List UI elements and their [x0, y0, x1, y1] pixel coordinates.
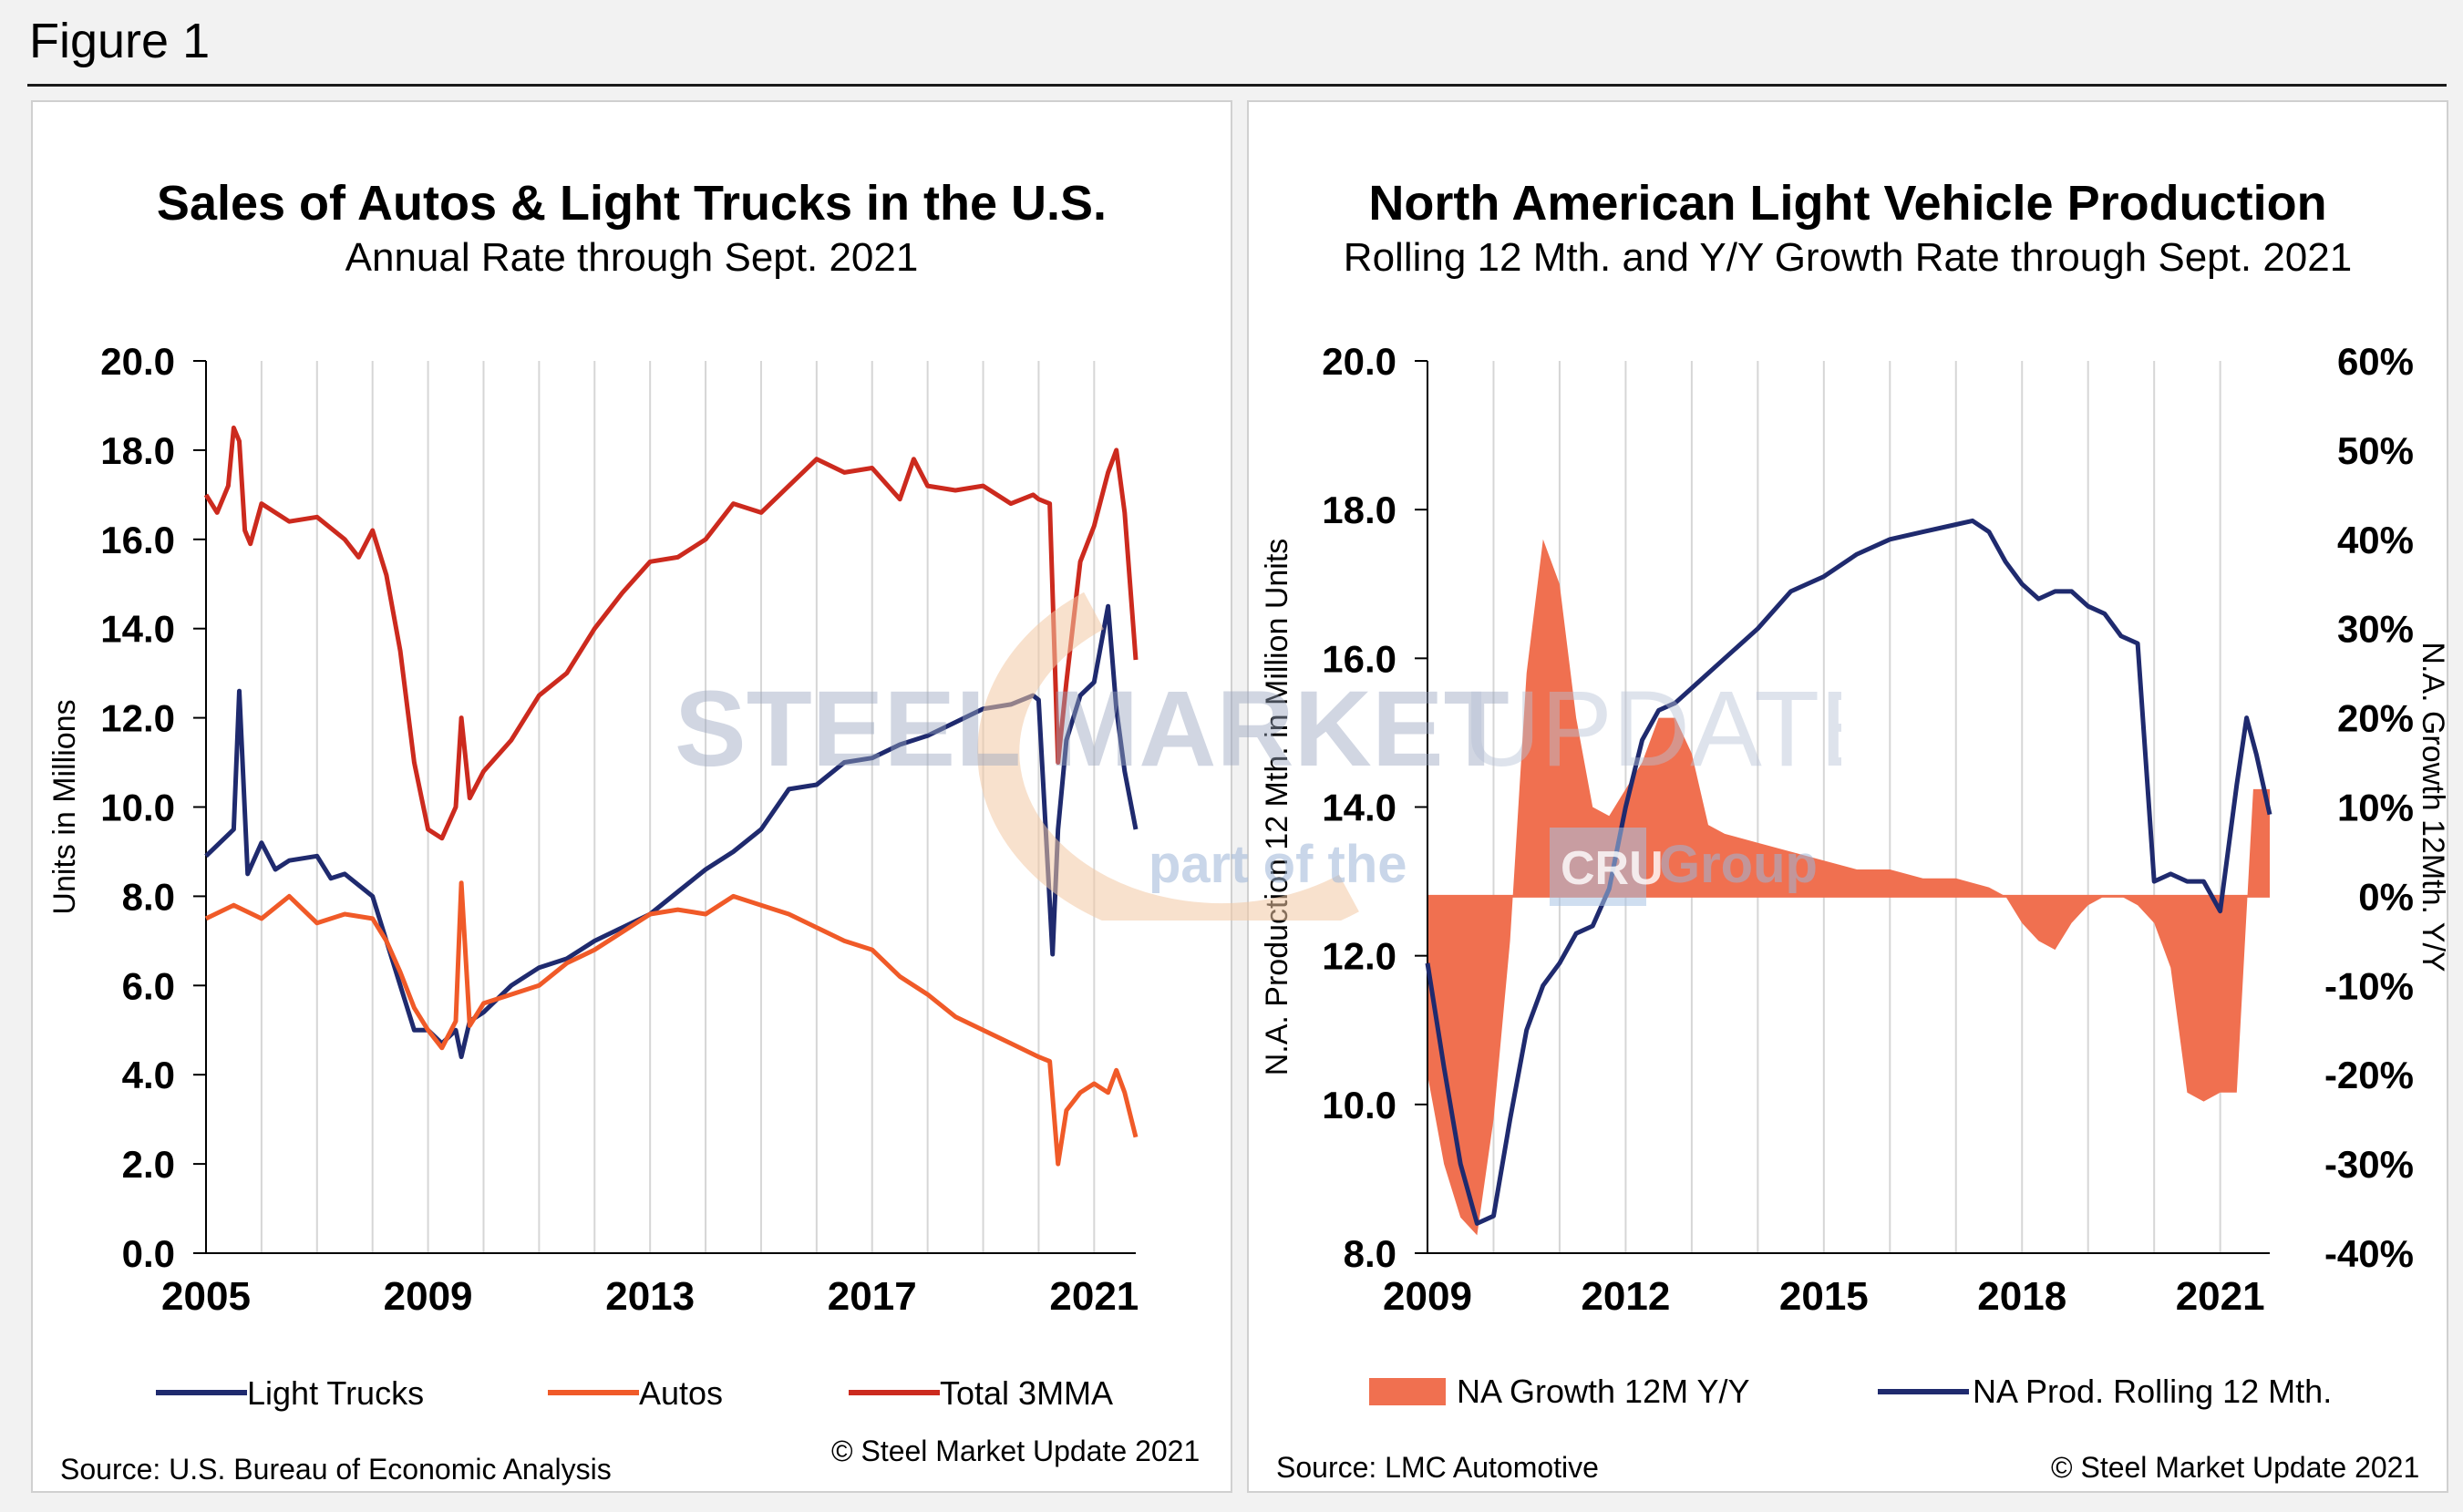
- y2-axis-label: N.A. Growth 12Mth. Y/Y: [2416, 642, 2450, 972]
- y-tick-label: 10.0: [1322, 1084, 1396, 1126]
- figure-label: Figure 1: [29, 14, 211, 68]
- left-source: Source: U.S. Bureau of Economic Analysis: [60, 1453, 612, 1486]
- left-chart-subtitle: Annual Rate through Sept. 2021: [345, 235, 919, 280]
- y-tick-label: 4.0: [122, 1054, 175, 1096]
- series-line-na-prod: [1425, 518, 2272, 1226]
- y-tick-label: 12.0: [100, 697, 175, 740]
- figure-rule: [27, 84, 2447, 87]
- legend-label: NA Growth 12M Y/Y: [1457, 1373, 1749, 1410]
- legend-label: Light Trucks: [247, 1374, 424, 1412]
- legend-swatch-growth: [1369, 1378, 1446, 1405]
- y-tick-label: 0.0: [122, 1232, 175, 1275]
- y-tick-label: 14.0: [1322, 787, 1396, 829]
- x-tick-label: 2005: [161, 1274, 251, 1319]
- x-tick-label: 2021: [1049, 1274, 1139, 1319]
- x-tick-label: 2017: [828, 1274, 917, 1319]
- y-tick-label: 12.0: [1322, 935, 1396, 978]
- y2-tick-label: -10%: [2324, 964, 2414, 1007]
- x-tick-label: 2013: [605, 1274, 695, 1319]
- y2-tick-label: -30%: [2324, 1143, 2414, 1186]
- right-chart-panel: North American Light Vehicle Production …: [1247, 100, 2450, 1493]
- y2-tick-label: 0%: [2358, 875, 2414, 918]
- right-copyright: © Steel Market Update 2021: [2051, 1451, 2420, 1484]
- legend-label: NA Prod. Rolling 12 Mth.: [1973, 1373, 2332, 1410]
- y-tick-label: 8.0: [1344, 1232, 1396, 1275]
- x-tick-label: 2009: [384, 1274, 473, 1319]
- right-source: Source: LMC Automotive: [1276, 1451, 1599, 1484]
- y2-tick-label: 50%: [2337, 429, 2414, 472]
- left-chart-svg: 0.0 2.0 4.0 6.0 8.0 10.0 12.0 14.0 16.0 18.0 20.0 2…: [47, 340, 1139, 1412]
- y2-tick-label: -40%: [2324, 1232, 2414, 1275]
- y-tick-label: 16.0: [100, 519, 175, 561]
- right-chart-subtitle: Rolling 12 Mth. and Y/Y Growth Rate thro…: [1343, 235, 2353, 280]
- series-line-autos: [204, 880, 1139, 1167]
- legend-label: Autos: [639, 1374, 723, 1412]
- y-tick-label: 16.0: [1322, 637, 1396, 680]
- left-chart-title: Sales of Autos & Light Trucks in the U.S…: [156, 176, 1108, 231]
- y2-tick-label: -20%: [2324, 1054, 2414, 1096]
- y-axis-label: Units in Millions: [47, 699, 82, 914]
- y-axis-label: N.A. Production 12 Mth. in Million Units: [1260, 539, 1294, 1076]
- growth-area: [1427, 539, 2270, 1236]
- y-tick-label: 20.0: [1322, 340, 1396, 383]
- right-chart-title: North American Light Vehicle Production: [1368, 176, 2327, 231]
- legend-label: Total 3MMA: [940, 1374, 1113, 1412]
- right-chart-svg: 8.0 10.0 12.0 14.0 16.0 18.0 20.0 -40% -30% -20% -…: [1260, 340, 2450, 1410]
- y2-tick-label: 30%: [2337, 608, 2414, 651]
- y-tick-label: 18.0: [1322, 489, 1396, 531]
- y-tick-label: 20.0: [100, 340, 175, 383]
- y2-tick-label: 40%: [2337, 519, 2414, 561]
- y-tick-label: 10.0: [100, 787, 175, 829]
- x-tick-label: 2021: [2176, 1274, 2265, 1319]
- y2-tick-label: 10%: [2337, 787, 2414, 829]
- y2-tick-label: 60%: [2337, 340, 2414, 383]
- left-chart-panel: Sales of Autos & Light Trucks in the U.S…: [31, 100, 1232, 1493]
- y-tick-label: 6.0: [122, 964, 175, 1007]
- x-tick-label: 2012: [1581, 1274, 1670, 1319]
- series-line-light-trucks: [204, 603, 1139, 1060]
- left-copyright: © Steel Market Update 2021: [831, 1435, 1201, 1467]
- y-tick-label: 18.0: [100, 429, 175, 472]
- y-tick-label: 14.0: [100, 608, 175, 651]
- y-tick-label: 8.0: [122, 875, 175, 918]
- series-line-total-3mma: [203, 425, 1139, 841]
- x-tick-label: 2018: [1977, 1274, 2066, 1319]
- x-tick-label: 2009: [1383, 1274, 1472, 1319]
- y-tick-label: 2.0: [122, 1143, 175, 1186]
- y2-tick-label: 20%: [2337, 697, 2414, 740]
- x-tick-label: 2015: [1779, 1274, 1869, 1319]
